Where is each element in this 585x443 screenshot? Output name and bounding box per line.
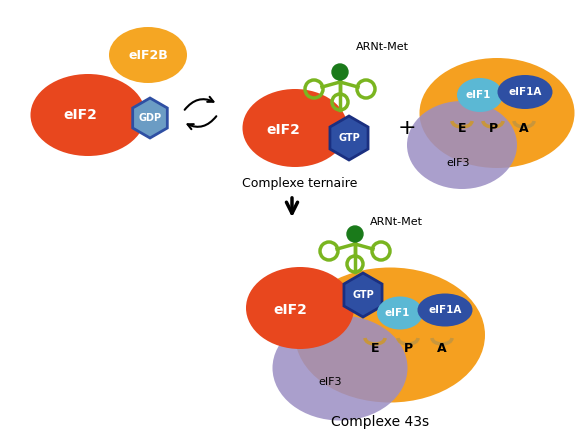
Ellipse shape [295, 268, 485, 403]
Text: GDP: GDP [139, 113, 161, 123]
Polygon shape [344, 273, 382, 317]
Text: P: P [488, 121, 498, 135]
Text: eIF2: eIF2 [63, 108, 97, 122]
Text: eIF1A: eIF1A [428, 305, 462, 315]
Text: eIF3: eIF3 [318, 377, 342, 387]
Text: eIF1A: eIF1A [508, 87, 542, 97]
Text: +: + [398, 118, 417, 138]
Polygon shape [133, 98, 167, 138]
Text: Complexe ternaire: Complexe ternaire [242, 176, 357, 190]
Ellipse shape [109, 27, 187, 83]
Ellipse shape [243, 89, 347, 167]
Text: eIF2: eIF2 [266, 123, 300, 137]
Ellipse shape [377, 296, 423, 330]
Circle shape [332, 64, 348, 80]
Ellipse shape [457, 78, 503, 112]
Ellipse shape [497, 75, 552, 109]
Text: eIF3: eIF3 [446, 158, 470, 168]
Circle shape [347, 226, 363, 242]
Text: eIF1: eIF1 [465, 90, 491, 100]
Text: E: E [457, 121, 466, 135]
Ellipse shape [30, 74, 146, 156]
Text: E: E [371, 342, 379, 354]
Ellipse shape [419, 58, 574, 168]
Text: A: A [437, 342, 447, 354]
Ellipse shape [407, 101, 517, 189]
Text: GTP: GTP [352, 290, 374, 300]
Ellipse shape [246, 267, 354, 349]
Text: eIF1: eIF1 [384, 308, 410, 318]
Text: ARNt-Met: ARNt-Met [370, 217, 423, 227]
Text: Complexe 43s: Complexe 43s [331, 415, 429, 429]
Ellipse shape [273, 315, 408, 420]
Text: ARNt-Met: ARNt-Met [356, 42, 409, 52]
Text: eIF2: eIF2 [273, 303, 307, 317]
Text: A: A [519, 121, 529, 135]
Text: P: P [404, 342, 412, 354]
Text: GTP: GTP [338, 133, 360, 143]
Text: eIF2B: eIF2B [128, 48, 168, 62]
Polygon shape [330, 116, 368, 160]
Ellipse shape [418, 294, 473, 326]
